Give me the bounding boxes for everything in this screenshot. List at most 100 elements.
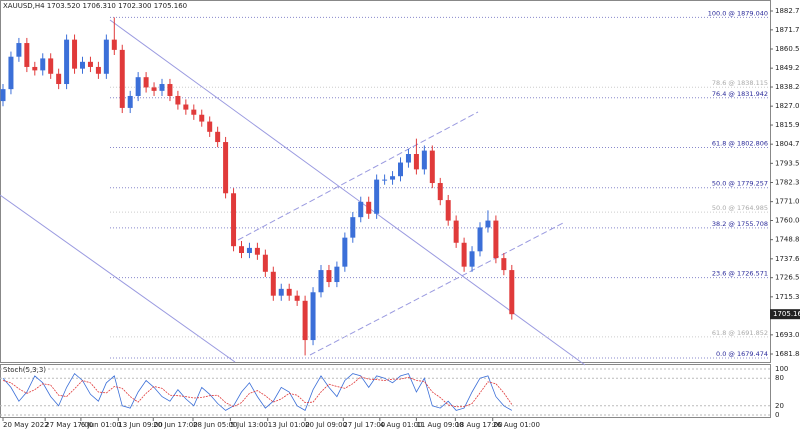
y-tick-label: 1693.060 (775, 331, 800, 339)
candle-body (159, 84, 165, 91)
x-tick-label: 27 Jul 17:00 (343, 421, 385, 429)
candle-body (135, 77, 141, 96)
candle-body (326, 270, 332, 283)
candle-body (95, 66, 101, 74)
candle-body (32, 66, 38, 71)
y-tick-label: 1838.240 (775, 83, 800, 91)
candle-body (48, 58, 54, 74)
candle-body (167, 84, 173, 96)
candle-body (16, 43, 22, 57)
candle-body (72, 39, 78, 69)
candle-body (207, 121, 213, 132)
x-tick-label: 27 May 17:00 (45, 421, 93, 429)
candle-body (239, 246, 244, 254)
candle-body (254, 247, 260, 255)
candle-body (398, 162, 403, 177)
candle-body (175, 95, 181, 105)
candle-body (310, 292, 316, 341)
candle-body (199, 114, 205, 122)
stoch-line (2, 376, 513, 408)
candle-body (119, 49, 125, 108)
candle-body (358, 201, 364, 218)
x-tick-label: 20 Jul 09:00 (305, 421, 347, 429)
candle-body (0, 89, 6, 102)
candle-body (127, 95, 133, 108)
candle-body (64, 39, 70, 85)
y-tick-label: 1815.970 (775, 121, 800, 129)
candle-body (390, 176, 396, 180)
channel-line (309, 221, 566, 356)
candle-body (453, 220, 459, 243)
x-tick-label: 20 May 2022 (3, 421, 49, 429)
x-tick-label: 18 Aug 17:00 (455, 421, 502, 429)
fib-label: 61.8 @ 1691.852 (712, 329, 768, 337)
y-tick-label: 1715.330 (775, 293, 800, 301)
candle-body (111, 39, 117, 50)
stoch-label: Stoch(5,3,3) (3, 366, 46, 374)
last-price-label: 1705.160 (773, 310, 800, 318)
candle-body (350, 217, 356, 238)
fib-label: 50.0 @ 1764.985 (712, 204, 768, 212)
candle-body (421, 150, 427, 170)
candle-body (374, 179, 380, 214)
x-tick-label: 11 Aug 09:00 (416, 421, 463, 429)
candle-body (183, 104, 189, 110)
x-tick-label: 20 Jun 17:00 (153, 421, 197, 429)
candle-body (262, 254, 268, 272)
candle-body (302, 300, 308, 341)
y-tick-label: 1849.290 (775, 64, 800, 72)
candle-body (318, 270, 324, 293)
x-tick-label: 28 Jun 05:00 (193, 421, 237, 429)
candle-body (215, 131, 221, 143)
candle-body (334, 266, 340, 283)
candle-body (342, 237, 348, 267)
fib-label: 76.4 @ 1831.942 (712, 90, 768, 98)
stoch-tick-label: 80 (775, 374, 784, 382)
trend-line (0, 194, 236, 363)
candle-body (366, 201, 372, 214)
candle-body (80, 61, 85, 69)
y-tick-label: 1827.020 (775, 102, 800, 110)
main-panel (0, 0, 771, 363)
candle-body (485, 220, 491, 228)
candle-body (278, 288, 284, 296)
candle-body (501, 258, 507, 271)
x-tick-label: 13 Jun 09:00 (118, 421, 162, 429)
candle-body (143, 77, 149, 88)
candle-body (103, 39, 109, 74)
y-tick-label: 1760.040 (775, 217, 800, 225)
candle-body (231, 193, 237, 247)
chart-title: XAUUSD,H4 1703.520 1706.310 1702.300 170… (3, 2, 187, 10)
x-tick-label: 4 Aug 01:00 (380, 421, 423, 429)
candle-body (87, 61, 93, 67)
last-price-box (770, 309, 800, 320)
stoch-tick-label: 0 (775, 411, 779, 419)
candle-body (437, 183, 443, 201)
y-tick-label: 1860.510 (775, 45, 800, 53)
stoch-tick-label: 100 (775, 365, 788, 373)
candle-body (445, 200, 451, 221)
stoch-tick-label: 20 (775, 402, 784, 410)
y-tick-label: 1882.780 (775, 7, 800, 15)
stoch-panel (0, 364, 771, 418)
fib-label: 78.6 @ 1838.115 (712, 79, 768, 87)
candle-body (294, 295, 300, 301)
x-tick-label: 26 Aug 01:00 (493, 421, 540, 429)
candle-body (429, 150, 435, 184)
candle-body (477, 227, 483, 252)
candle-body (461, 242, 467, 267)
x-tick-label: 13 Jul 01:00 (268, 421, 310, 429)
candle-body (405, 154, 411, 163)
candle-body (469, 251, 475, 267)
fib-label: 100.0 @ 1879.040 (708, 9, 768, 17)
y-tick-label: 1782.310 (775, 178, 800, 186)
candle-body (509, 270, 515, 315)
x-tick-label: 6 Jun 01:00 (81, 421, 121, 429)
candle-body (151, 87, 157, 91)
channel-line (237, 111, 479, 241)
fib-label: 50.0 @ 1779.257 (712, 180, 768, 188)
candle-body (493, 220, 499, 259)
y-tick-label: 1737.600 (775, 255, 800, 263)
fib-label: 23.6 @ 1726.571 (712, 270, 768, 278)
